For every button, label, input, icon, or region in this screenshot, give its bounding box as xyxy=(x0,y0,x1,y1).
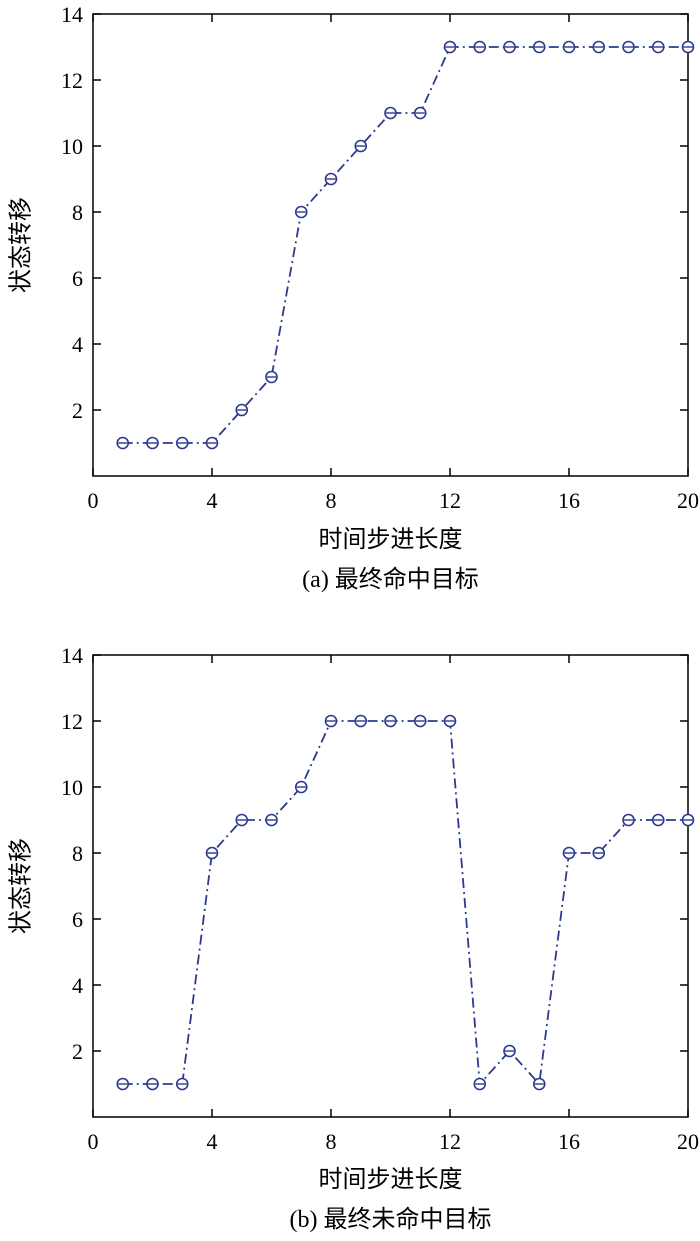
y-tick-label: 10 xyxy=(61,775,83,800)
x-tick-label: 8 xyxy=(326,1129,337,1154)
series-line xyxy=(122,720,688,1087)
y-tick-label: 4 xyxy=(72,332,83,357)
x-tick-label: 16 xyxy=(558,1129,580,1154)
y-tick-label: 10 xyxy=(61,134,83,159)
plot-frame xyxy=(92,654,689,1118)
x-tick-label: 16 xyxy=(558,488,580,513)
x-tick-label: 20 xyxy=(677,1129,699,1154)
y-tick-label: 14 xyxy=(61,643,83,668)
y-axis-label: 状态转移 xyxy=(8,197,35,293)
chart-caption: (b) 最终未命中目标 xyxy=(290,1206,492,1233)
plot-frame xyxy=(92,13,689,477)
y-tick-label: 14 xyxy=(61,2,83,27)
y-tick-label: 8 xyxy=(72,200,83,225)
y-tick-label: 4 xyxy=(72,973,83,998)
x-tick-label: 4 xyxy=(207,1129,218,1154)
y-tick-label: 8 xyxy=(72,841,83,866)
x-tick-label: 0 xyxy=(88,1129,99,1154)
y-axis-label: 状态转移 xyxy=(8,838,35,934)
y-tick-label: 6 xyxy=(72,266,83,291)
x-tick-label: 20 xyxy=(677,488,699,513)
x-axis-label: 时间步进长度 xyxy=(319,1166,463,1193)
x-axis-label: 时间步进长度 xyxy=(319,526,463,553)
chart-caption: (a) 最终命中目标 xyxy=(302,566,479,593)
x-tick-label: 8 xyxy=(326,488,337,513)
y-tick-label: 2 xyxy=(72,398,83,423)
series-line xyxy=(122,46,688,444)
y-tick-label: 2 xyxy=(72,1039,83,1064)
x-tick-label: 0 xyxy=(88,488,99,513)
y-tick-label: 12 xyxy=(61,709,83,734)
x-tick-label: 4 xyxy=(207,488,218,513)
y-tick-label: 6 xyxy=(72,907,83,932)
x-tick-label: 12 xyxy=(439,1129,461,1154)
x-tick-label: 12 xyxy=(439,488,461,513)
y-tick-label: 12 xyxy=(61,68,83,93)
